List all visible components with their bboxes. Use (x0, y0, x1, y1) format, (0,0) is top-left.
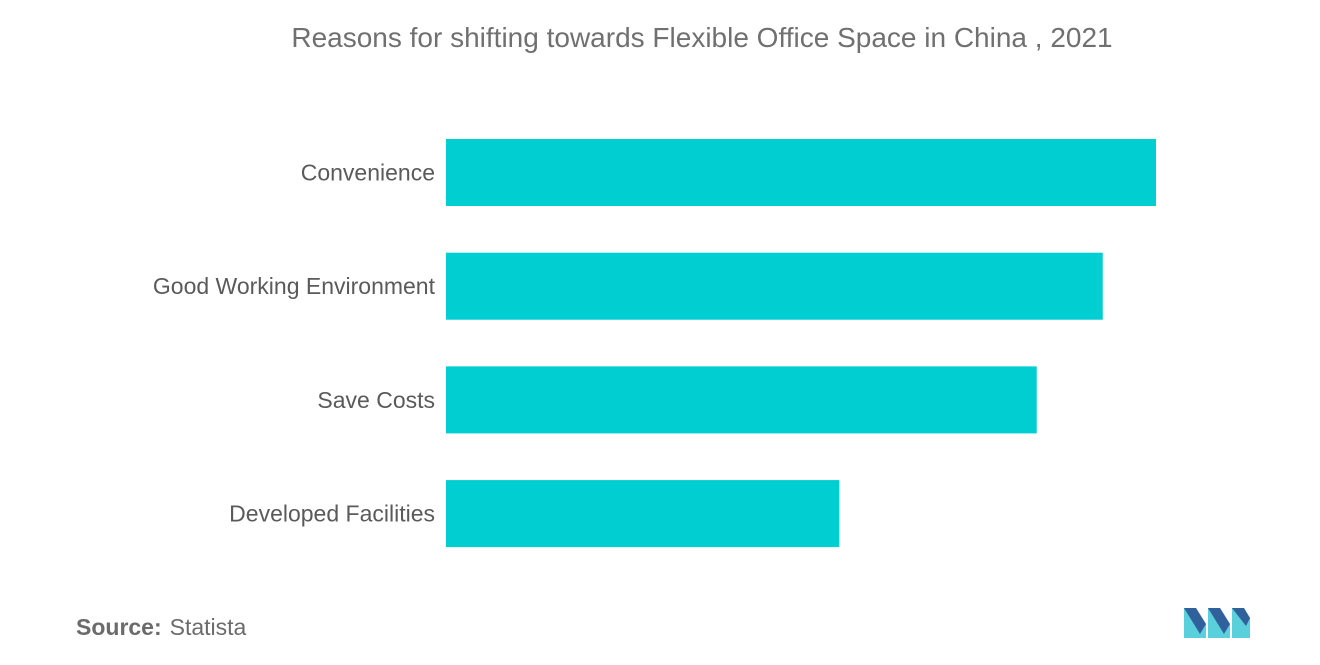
bar-developed-facilities (446, 480, 840, 548)
mordor-intelligence-logo-icon (1184, 608, 1250, 638)
chart-title: Reasons for shifting towards Flexible Of… (291, 22, 1113, 53)
source-note: Source: Statista (76, 614, 246, 641)
bar-good-working-environment (446, 252, 1103, 320)
source-label: Source: (76, 614, 162, 640)
category-label: Good Working Environment (153, 273, 436, 299)
category-label: Convenience (301, 160, 435, 186)
source-value: Statista (169, 614, 247, 640)
bar-convenience (446, 139, 1156, 206)
bar-save-costs (446, 366, 1037, 434)
category-label: Developed Facilities (229, 501, 435, 527)
category-label: Save Costs (317, 387, 435, 413)
